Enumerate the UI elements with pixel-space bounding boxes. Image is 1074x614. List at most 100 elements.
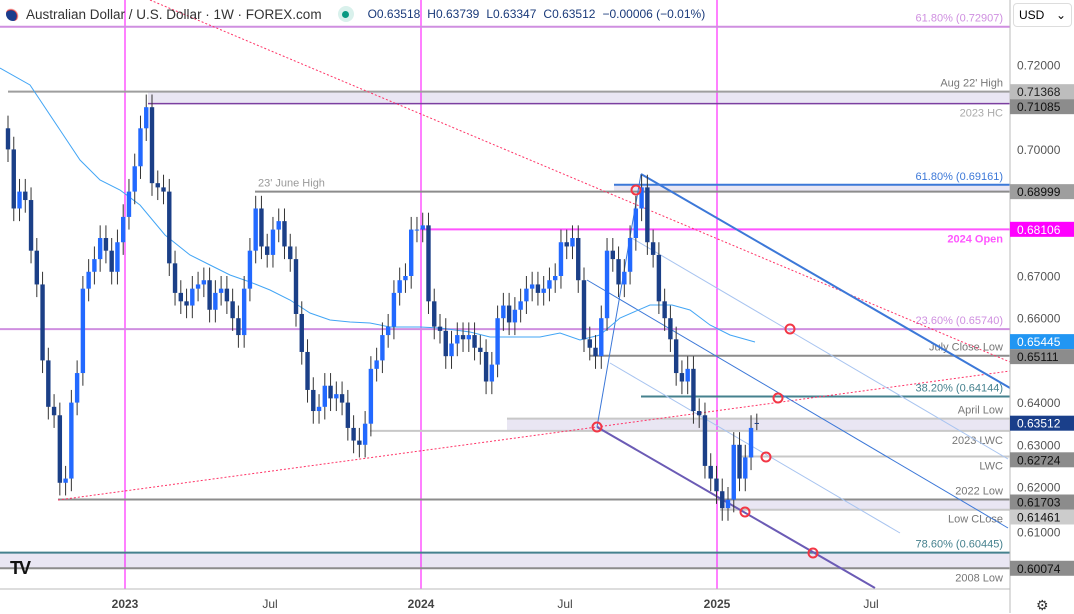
candle-body [195,284,201,289]
price-tick-label: 0.66000 [1017,312,1061,326]
candle-body [311,389,316,412]
chevron-down-icon: ⌄ [1055,8,1066,22]
candle-body [616,259,621,285]
candle-body [172,263,178,293]
candle-body [576,238,581,281]
candle-body [167,191,172,264]
candle-body [409,229,414,276]
candle-body [368,368,374,424]
candle-body [86,271,91,289]
price-axis-badge [1010,415,1074,431]
candle-body [668,318,673,340]
candle-body [547,280,552,289]
price-axis-badge [1010,509,1074,525]
candle-body [17,191,22,209]
candle-body [34,250,39,285]
channel-median-line [586,279,1009,529]
tradingview-logo-icon[interactable]: TV [10,558,31,578]
candle-body [11,149,16,209]
touch-point-marker [630,184,642,196]
candle-body [478,347,483,352]
candle-body [541,288,546,293]
candle-body [224,288,230,302]
candle-body [599,318,604,357]
time-tick-label: Jul [262,597,277,611]
candle-body [501,305,506,319]
candle-body [103,238,109,251]
level-label: 38.20% (0.64144) [916,383,1003,395]
candle-body [414,229,420,231]
touch-point-marker [772,392,784,404]
candle-body [380,335,385,361]
candle-body [483,351,489,382]
candle-body [731,444,736,500]
candle-body [489,364,495,382]
candle-body [282,221,287,247]
level-label: 78.60% (0.60445) [916,539,1003,551]
price-axis-badge-label: 0.71085 [1017,100,1061,114]
candle-body [512,309,518,323]
time-tick-label: Jul [557,597,572,611]
touch-point-marker [807,547,819,559]
high-value: H0.63739 [427,7,480,21]
zone-band [148,91,1010,104]
currency-select[interactable]: USD ⌄ [1013,3,1072,27]
touch-point-marker [739,506,751,518]
time-tick-label: Jul [863,597,878,611]
close-value: C0.63512 [543,7,596,21]
price-axis-badge [1010,452,1074,468]
level-label: 61.80% (0.69161) [916,171,1003,183]
candle-body [115,242,120,272]
candle-body [495,318,500,365]
price-axis-badge-label: 0.68999 [1017,185,1061,199]
candle-body [679,373,685,382]
candle-body [241,288,247,336]
price-tick-label: 0.62000 [1017,481,1061,495]
price-axis-badge-label: 0.65445 [1017,335,1061,349]
price-axis-badge [1010,99,1074,115]
channel-upper-line [640,173,1011,389]
level-label: 2022 Low [955,486,1003,498]
candle-body [685,368,690,382]
candle-body [673,339,679,374]
touch-point-marker [784,323,796,335]
touch-point-marker [591,421,603,433]
candle-body [138,128,143,167]
level-label: LWC [979,460,1003,472]
symbol-title[interactable]: Australian Dollar / U.S. Dollar · 1W · F… [26,6,322,22]
trendline-support-dotted [57,370,1011,501]
touch-point-marker [760,451,772,463]
ohlc-readout: O0.63518 H0.63739 L0.63347 C0.63512 −0.0… [368,7,706,21]
candle-body [316,406,322,412]
candle-body [564,242,569,247]
candle-body [293,259,299,314]
candle-body [218,288,224,293]
price-axis-badge-label: 0.61461 [1017,511,1061,525]
level-label: 2023 HC [960,108,1003,120]
candle-body [743,457,748,479]
price-axis-badge [1010,349,1074,365]
price-tick-label: 0.70000 [1017,143,1061,157]
candle-body [432,301,437,327]
channel-quarter-line [629,236,1009,460]
candle-body [207,280,212,310]
candle-body [51,406,57,416]
level-label: 2024 Open [947,233,1003,245]
candle-body [535,284,541,293]
price-axis-badge-label: 0.63512 [1017,417,1061,431]
candle-body [639,187,644,209]
candle-body [236,318,241,336]
candle-body [437,326,443,331]
level-label: 23' June High [258,178,325,190]
candle-body [403,276,408,281]
price-axis-badge [1010,494,1074,510]
candle-body [385,326,391,336]
candle-body [144,107,149,129]
currency-value: USD [1019,8,1045,22]
level-label: April Low [958,405,1003,417]
candle-body [662,301,667,319]
candle-body [126,191,132,217]
settings-icon[interactable]: ⚙ [1036,597,1049,613]
candle-body [276,221,281,230]
